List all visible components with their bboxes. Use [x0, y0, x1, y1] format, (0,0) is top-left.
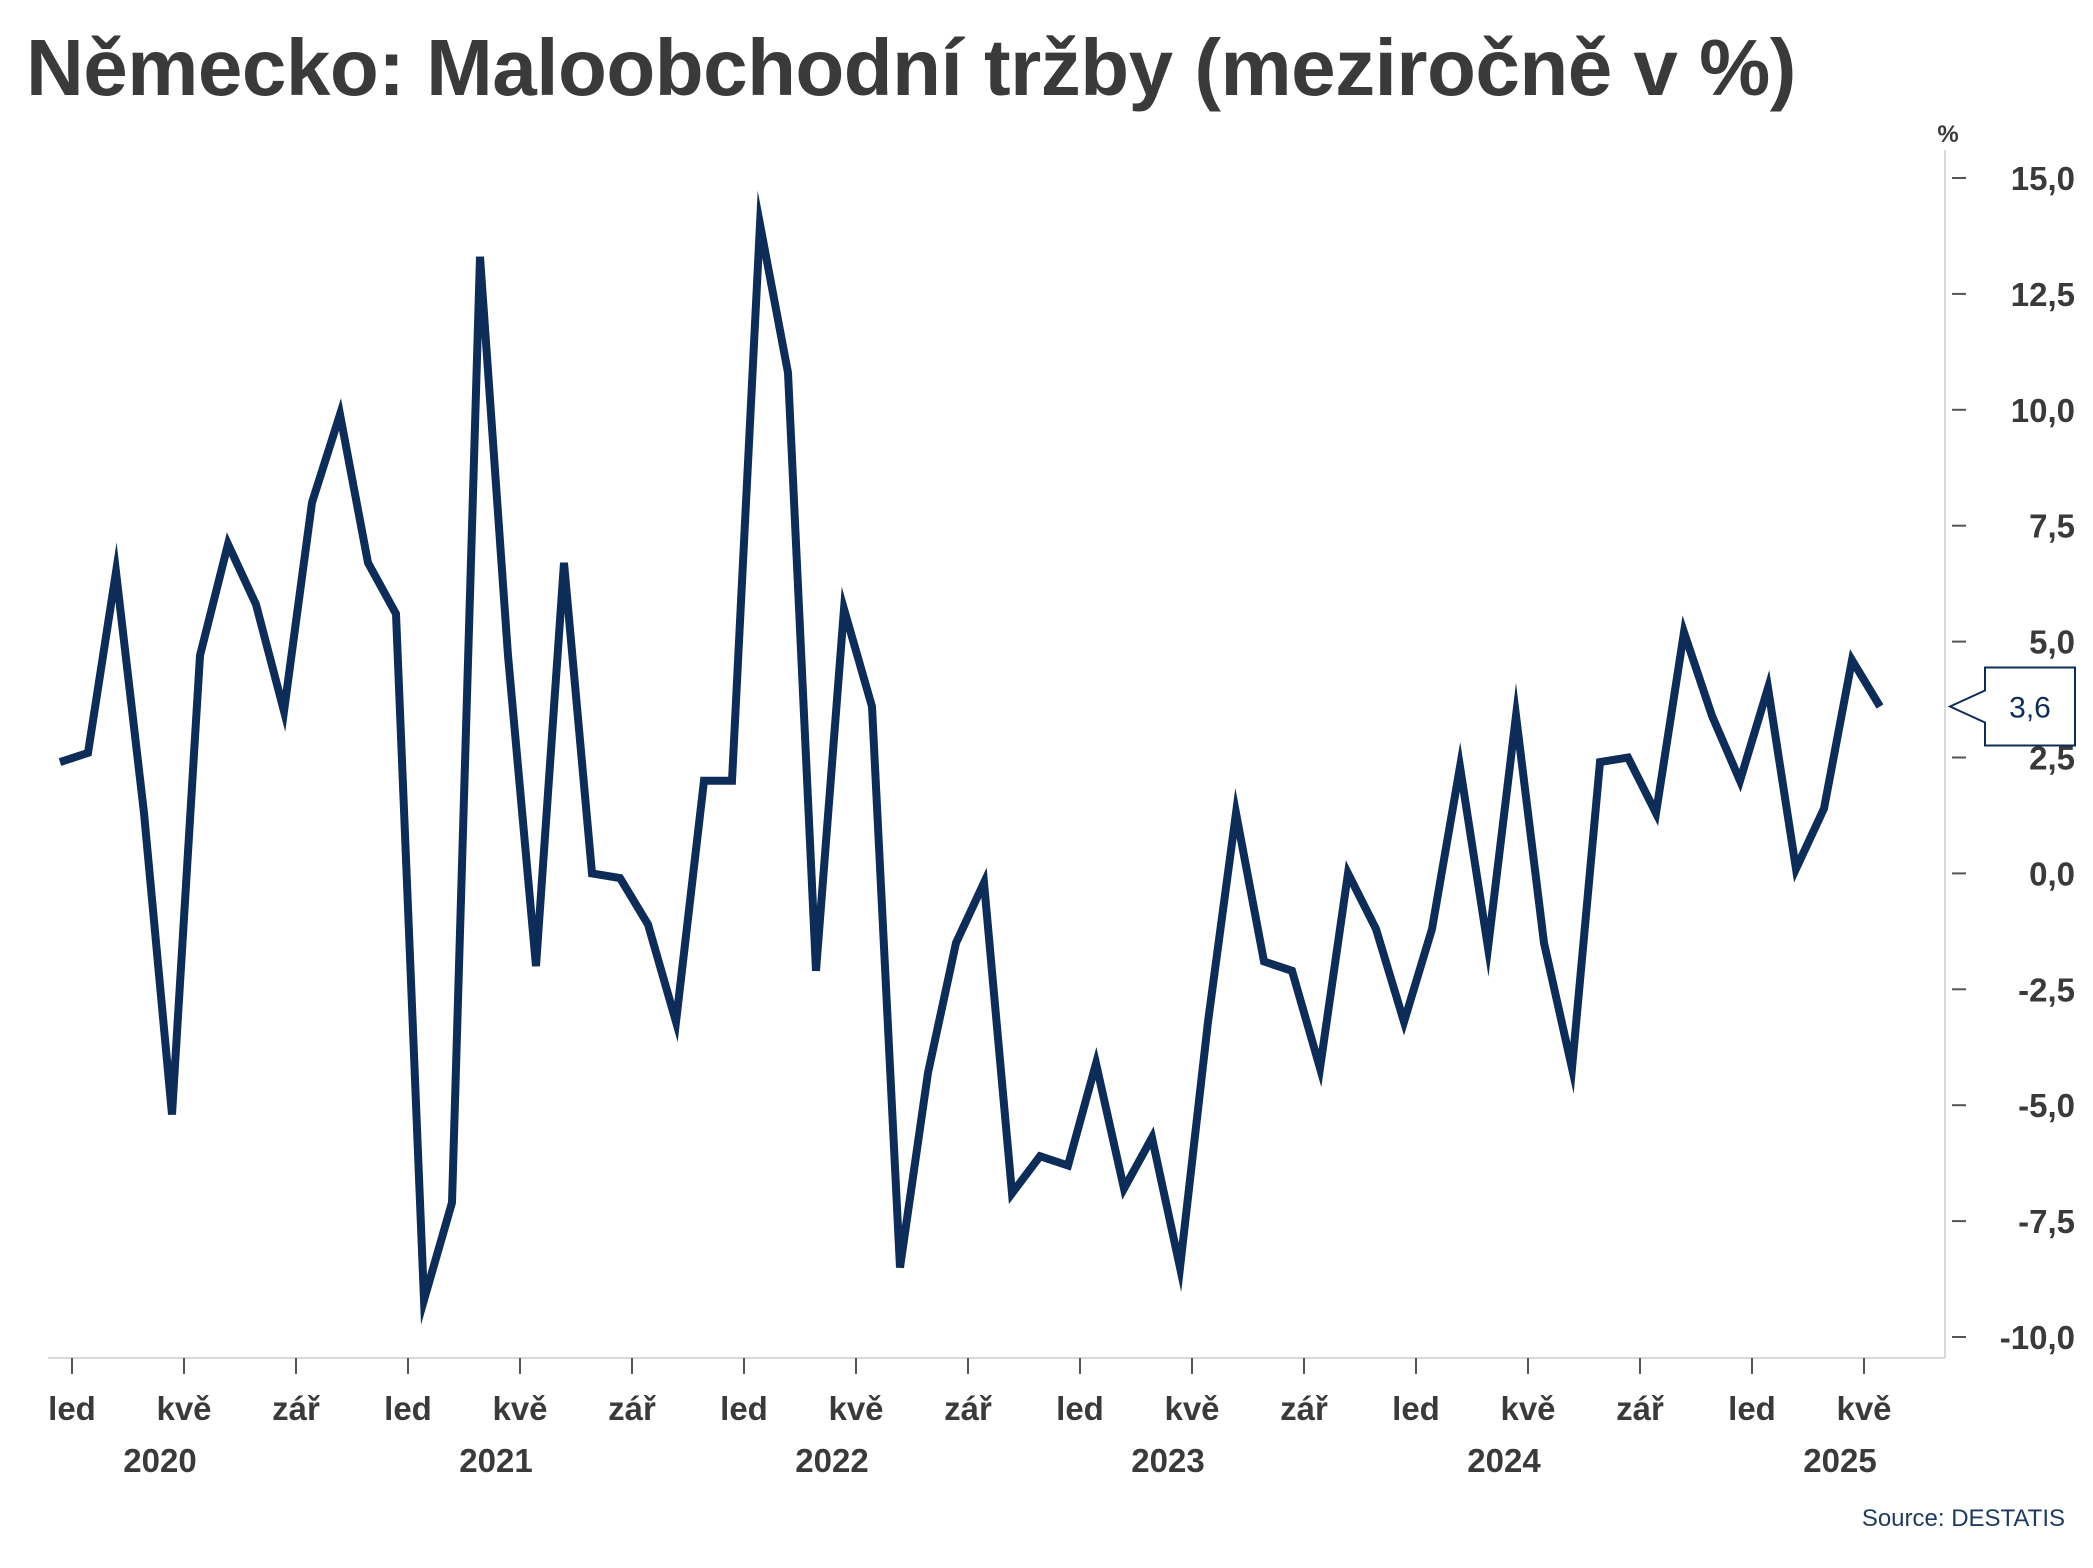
x-tick-label: zář — [608, 1390, 656, 1427]
x-tick-label: led — [48, 1390, 96, 1427]
x-tick-label: led — [1056, 1390, 1104, 1427]
y-tick-label: 7,5 — [2029, 508, 2075, 545]
y-tick-label: 12,5 — [2011, 276, 2075, 313]
x-tick-label: kvě — [1500, 1390, 1555, 1427]
last-value-callout: 3,6 — [1947, 666, 2076, 747]
y-tick-label: -10,0 — [2000, 1319, 2075, 1356]
y-axis-unit: % — [1937, 121, 1958, 148]
x-year-label: 2025 — [1803, 1442, 1876, 1479]
x-year-label: 2022 — [795, 1442, 868, 1479]
y-axis: %15,012,510,07,55,02,50,0-2,5-5,0-7,5-10… — [1937, 121, 2075, 1356]
x-tick-label: led — [720, 1390, 768, 1427]
page-title: Německo: Maloobchodní tržby (meziročně v… — [26, 23, 1796, 112]
x-tick-label: kvě — [1836, 1390, 1891, 1427]
x-tick-label: zář — [944, 1390, 992, 1427]
x-axis: led kvě zář led kvě zář led kvě zář led kvě zář led k… — [48, 1358, 1892, 1479]
x-tick-label: zář — [272, 1390, 320, 1427]
series-line — [58, 190, 1884, 1325]
callout-label: 3,6 — [2009, 692, 2051, 725]
chart-axes — [48, 150, 1946, 1359]
y-tick-label: 15,0 — [2011, 160, 2075, 197]
y-tick-label: -7,5 — [2018, 1203, 2075, 1240]
x-tick-label: led — [384, 1390, 432, 1427]
x-year-label: 2020 — [123, 1442, 196, 1479]
y-tick-label: 10,0 — [2011, 392, 2075, 429]
source-note: Source: DESTATIS — [1861, 1505, 2065, 1532]
x-year-label: 2021 — [459, 1442, 532, 1479]
x-tick-label: kvě — [492, 1390, 547, 1427]
callout-box — [1947, 666, 2076, 747]
x-tick-label: led — [1728, 1390, 1776, 1427]
x-tick-label: kvě — [156, 1390, 211, 1427]
x-tick-label: zář — [1280, 1390, 1328, 1427]
y-tick-label: 0,0 — [2029, 855, 2075, 892]
x-tick-label: kvě — [1164, 1390, 1219, 1427]
y-tick-label: -5,0 — [2018, 1087, 2075, 1124]
y-tick-label: -2,5 — [2018, 971, 2075, 1008]
x-tick-label: led — [1392, 1390, 1440, 1427]
x-tick-label: kvě — [828, 1390, 883, 1427]
x-year-label: 2023 — [1131, 1442, 1204, 1479]
x-year-label: 2024 — [1467, 1442, 1541, 1479]
x-tick-label: zář — [1616, 1390, 1664, 1427]
y-tick-label: 5,0 — [2029, 624, 2075, 661]
